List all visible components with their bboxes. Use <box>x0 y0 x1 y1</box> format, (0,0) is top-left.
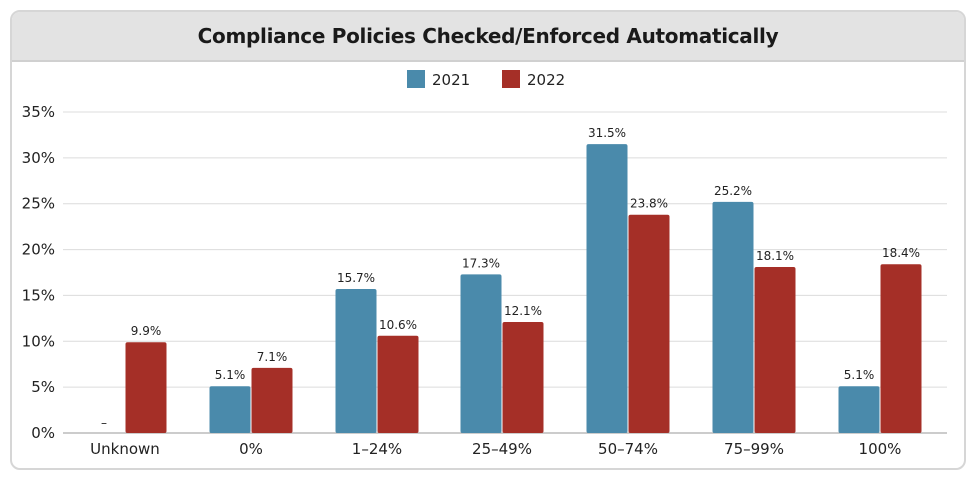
legend-swatch-2022 <box>502 70 520 88</box>
x-tick-label: 25–49% <box>472 440 532 458</box>
data-label: 31.5% <box>588 126 626 140</box>
bar-2021 <box>712 201 754 433</box>
data-label: 17.3% <box>462 256 500 270</box>
bar-2022 <box>125 342 167 433</box>
y-tick-label: 5% <box>31 378 55 396</box>
data-label: 5.1% <box>844 368 875 382</box>
x-tick-label: 75–99% <box>724 440 784 458</box>
legend-label: 2022 <box>527 71 565 89</box>
y-tick-label: 35% <box>22 103 55 121</box>
bar-2021 <box>209 386 251 433</box>
data-label: 10.6% <box>379 318 417 332</box>
data-label: 9.9% <box>131 324 162 338</box>
y-tick-label: 25% <box>22 195 55 213</box>
data-label: 25.2% <box>714 184 752 198</box>
bar-2021 <box>586 144 628 433</box>
chart-title: Compliance Policies Checked/Enforced Aut… <box>197 24 779 48</box>
bar-2022 <box>377 335 419 433</box>
bar-2022 <box>880 264 922 433</box>
y-tick-label: 20% <box>22 241 55 259</box>
legend-swatch-2021 <box>407 70 425 88</box>
bar-2022 <box>754 266 796 433</box>
x-tick-label: 1–24% <box>352 440 402 458</box>
data-label: 15.7% <box>337 271 375 285</box>
y-tick-label: 0% <box>31 424 55 442</box>
bar-2022 <box>628 214 670 433</box>
x-tick-label: 50–74% <box>598 440 658 458</box>
data-label: 7.1% <box>257 350 288 364</box>
bar-2022 <box>251 367 293 433</box>
data-label: 12.1% <box>504 304 542 318</box>
y-tick-label: 10% <box>22 332 55 350</box>
data-label: – <box>101 416 107 430</box>
title-bar: Compliance Policies Checked/Enforced Aut… <box>12 12 964 62</box>
x-tick-label: Unknown <box>90 440 160 458</box>
data-label: 5.1% <box>215 368 246 382</box>
x-tick-label: 0% <box>239 440 263 458</box>
bar-2022 <box>502 322 544 433</box>
y-tick-label: 30% <box>22 149 55 167</box>
data-label: 18.4% <box>882 246 920 260</box>
legend-label: 2021 <box>432 71 470 89</box>
bar-2021 <box>335 289 377 433</box>
x-tick-label: 100% <box>859 440 902 458</box>
y-tick-label: 15% <box>22 286 55 304</box>
bar-2021 <box>838 386 880 433</box>
data-label: 18.1% <box>756 249 794 263</box>
data-label: 23.8% <box>630 197 668 211</box>
bar-2021 <box>460 274 502 433</box>
